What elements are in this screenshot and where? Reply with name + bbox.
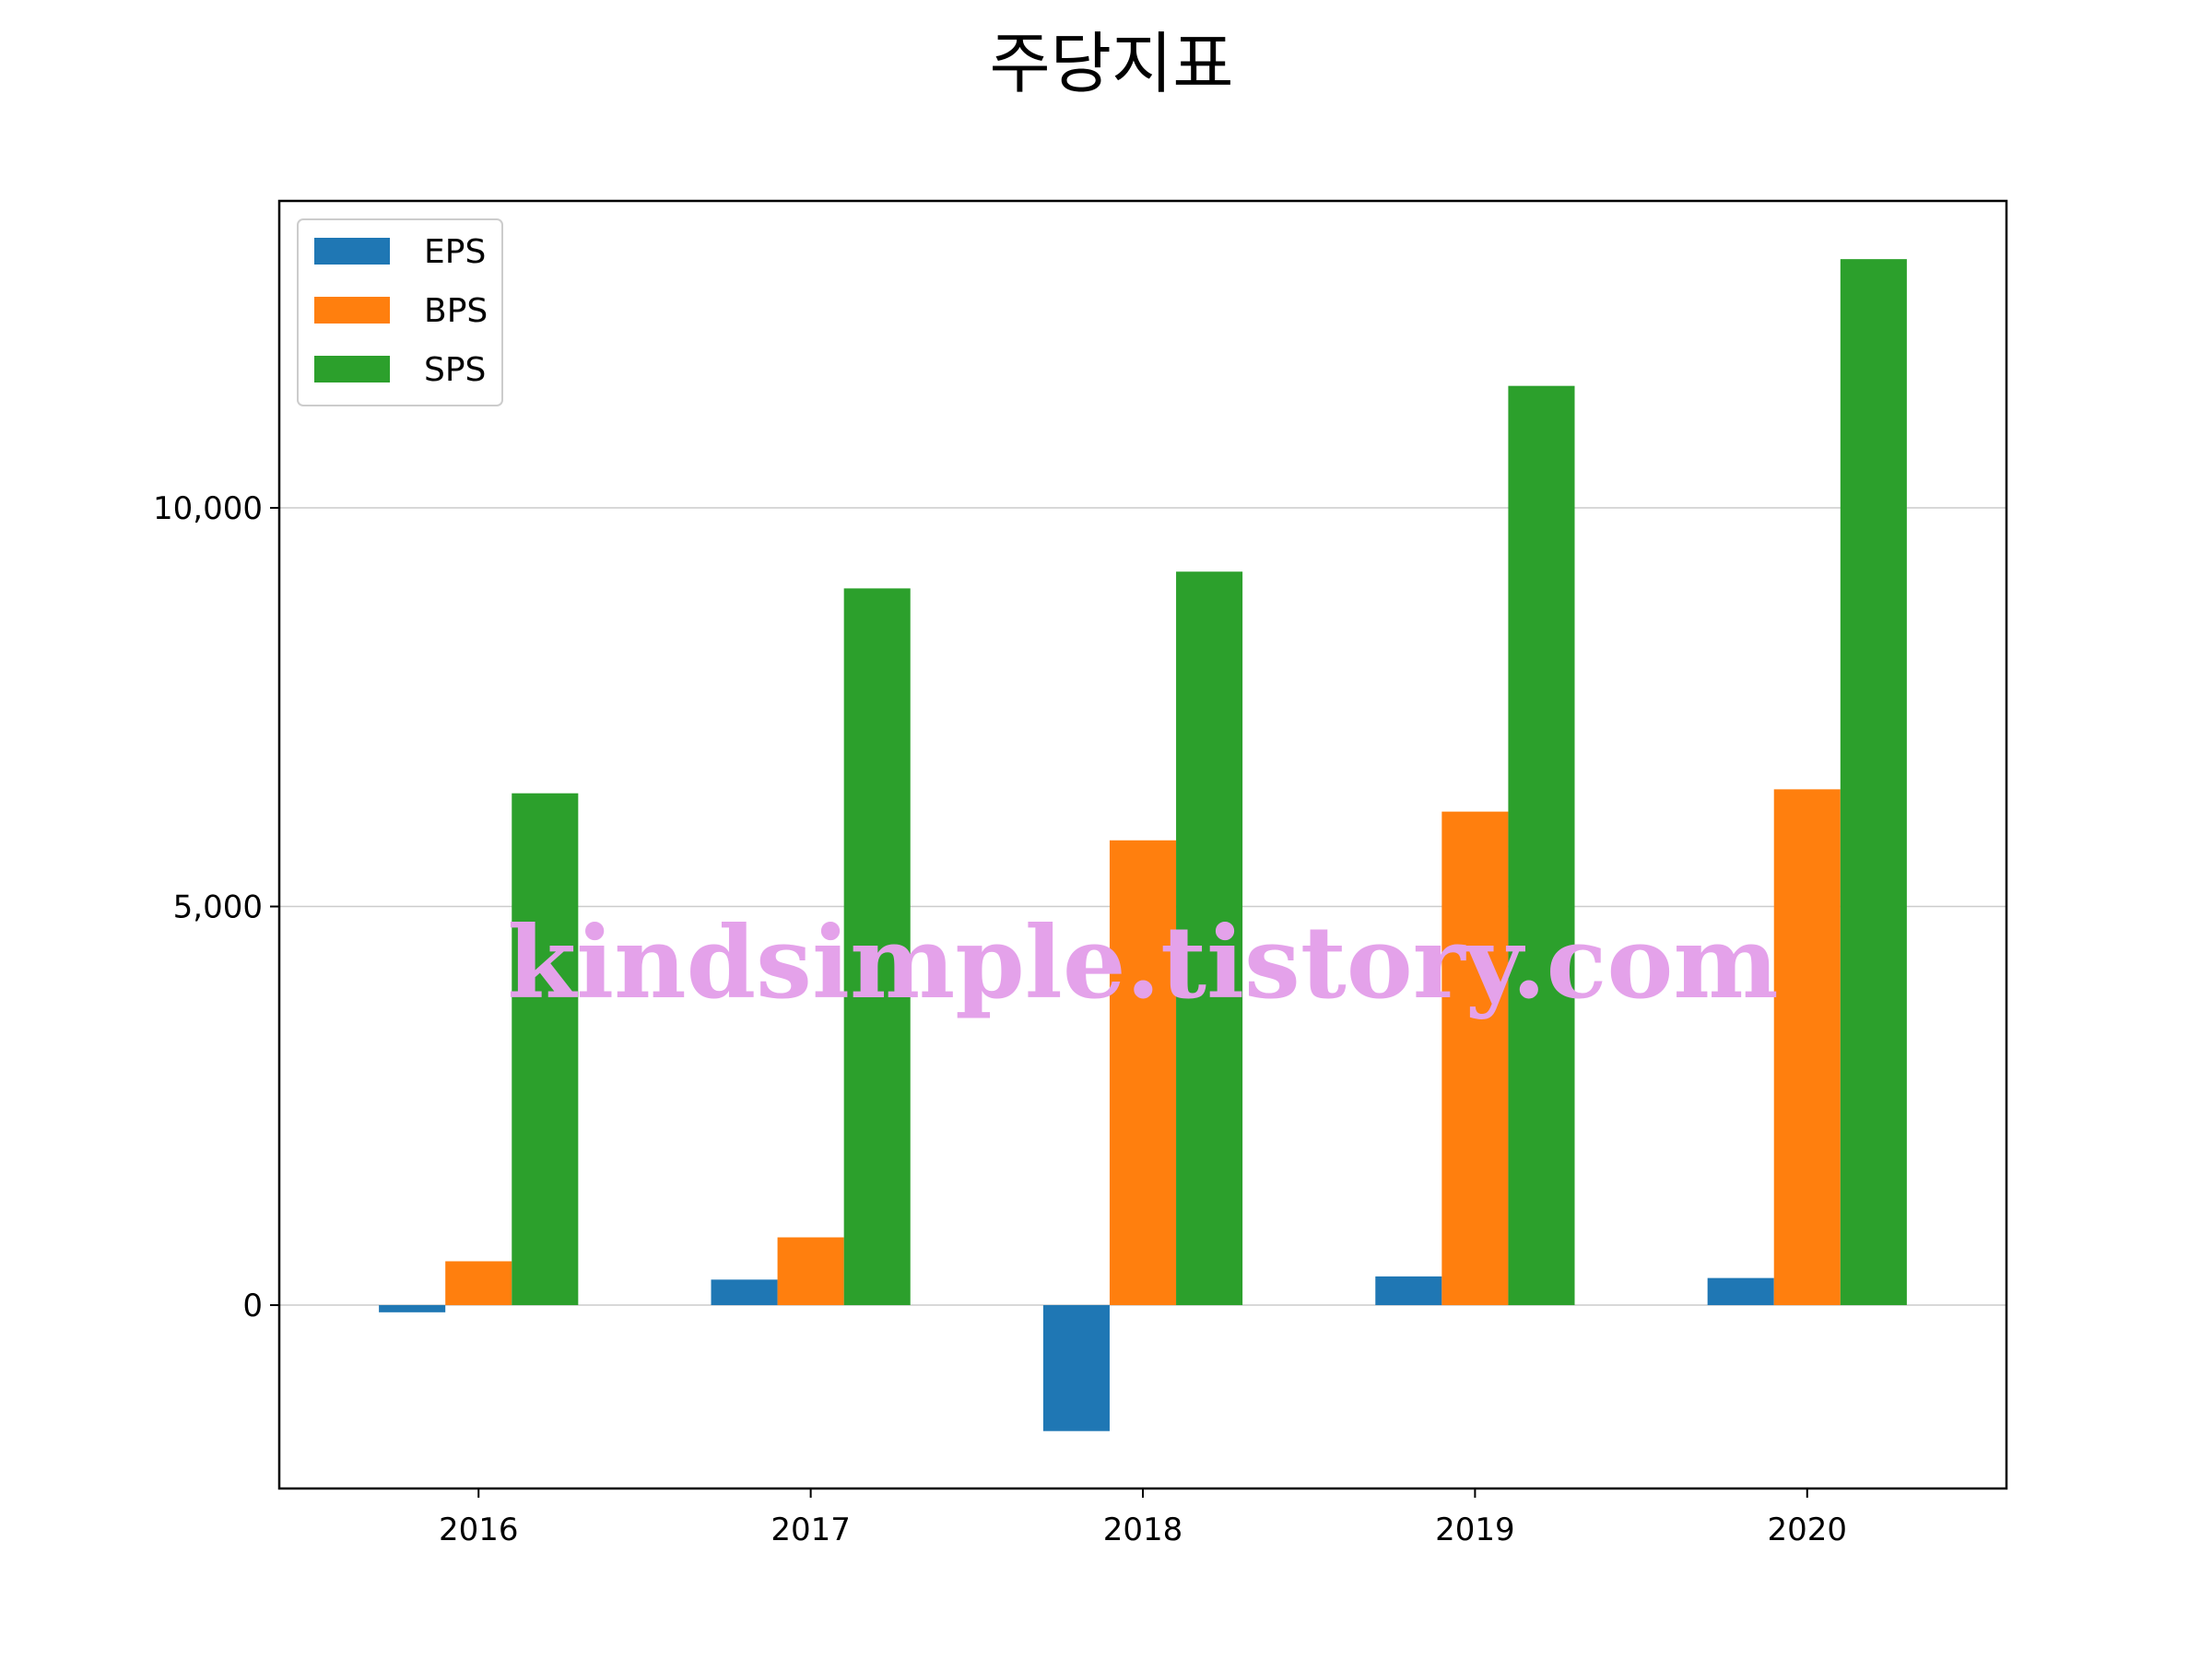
bar-eps-2019 bbox=[1375, 1276, 1442, 1306]
legend-label-bps: BPS bbox=[424, 292, 488, 330]
axis-ticks: 0 5,000 10,000 2016 2017 2018 2019 2020 bbox=[153, 490, 1847, 1548]
y-tick-label: 5,000 bbox=[173, 889, 263, 926]
y-tick-label: 10,000 bbox=[153, 490, 263, 527]
bar-eps-2017 bbox=[711, 1279, 778, 1306]
bar-bps-2020 bbox=[1773, 789, 1841, 1306]
bar-bps-2018 bbox=[1109, 840, 1177, 1306]
bar-sps-2017 bbox=[843, 588, 911, 1306]
x-tick-label: 2018 bbox=[1103, 1512, 1183, 1548]
legend-label-sps: SPS bbox=[424, 351, 486, 389]
bar-eps-2020 bbox=[1707, 1277, 1774, 1306]
x-tick-label: 2020 bbox=[1768, 1512, 1848, 1548]
watermark-text: kindsimple.tistory.com bbox=[507, 905, 1778, 1021]
legend: EPS BPS SPS bbox=[297, 218, 503, 406]
bar-sps-2016 bbox=[512, 793, 579, 1306]
chart-title: 주당지표 bbox=[990, 25, 1234, 102]
bar-eps-2016 bbox=[379, 1305, 446, 1312]
bar-bps-2019 bbox=[1441, 811, 1509, 1306]
legend-label-eps: EPS bbox=[424, 233, 486, 271]
y-tick-label: 0 bbox=[242, 1288, 263, 1324]
x-tick-label: 2016 bbox=[439, 1512, 519, 1548]
x-tick-label: 2017 bbox=[771, 1512, 851, 1548]
plot-area-frame bbox=[277, 199, 2008, 1490]
bars bbox=[379, 259, 1907, 1431]
x-tick-label: 2019 bbox=[1435, 1512, 1515, 1548]
bar-eps-2018 bbox=[1042, 1305, 1110, 1431]
legend-swatch-sps bbox=[314, 356, 390, 382]
bar-bps-2017 bbox=[777, 1237, 844, 1306]
bar-bps-2016 bbox=[445, 1261, 512, 1306]
bar-sps-2019 bbox=[1508, 385, 1575, 1306]
bar-sps-2018 bbox=[1176, 571, 1243, 1306]
legend-swatch-bps bbox=[314, 297, 390, 324]
bar-sps-2020 bbox=[1840, 259, 1907, 1306]
legend-swatch-eps bbox=[314, 238, 390, 265]
